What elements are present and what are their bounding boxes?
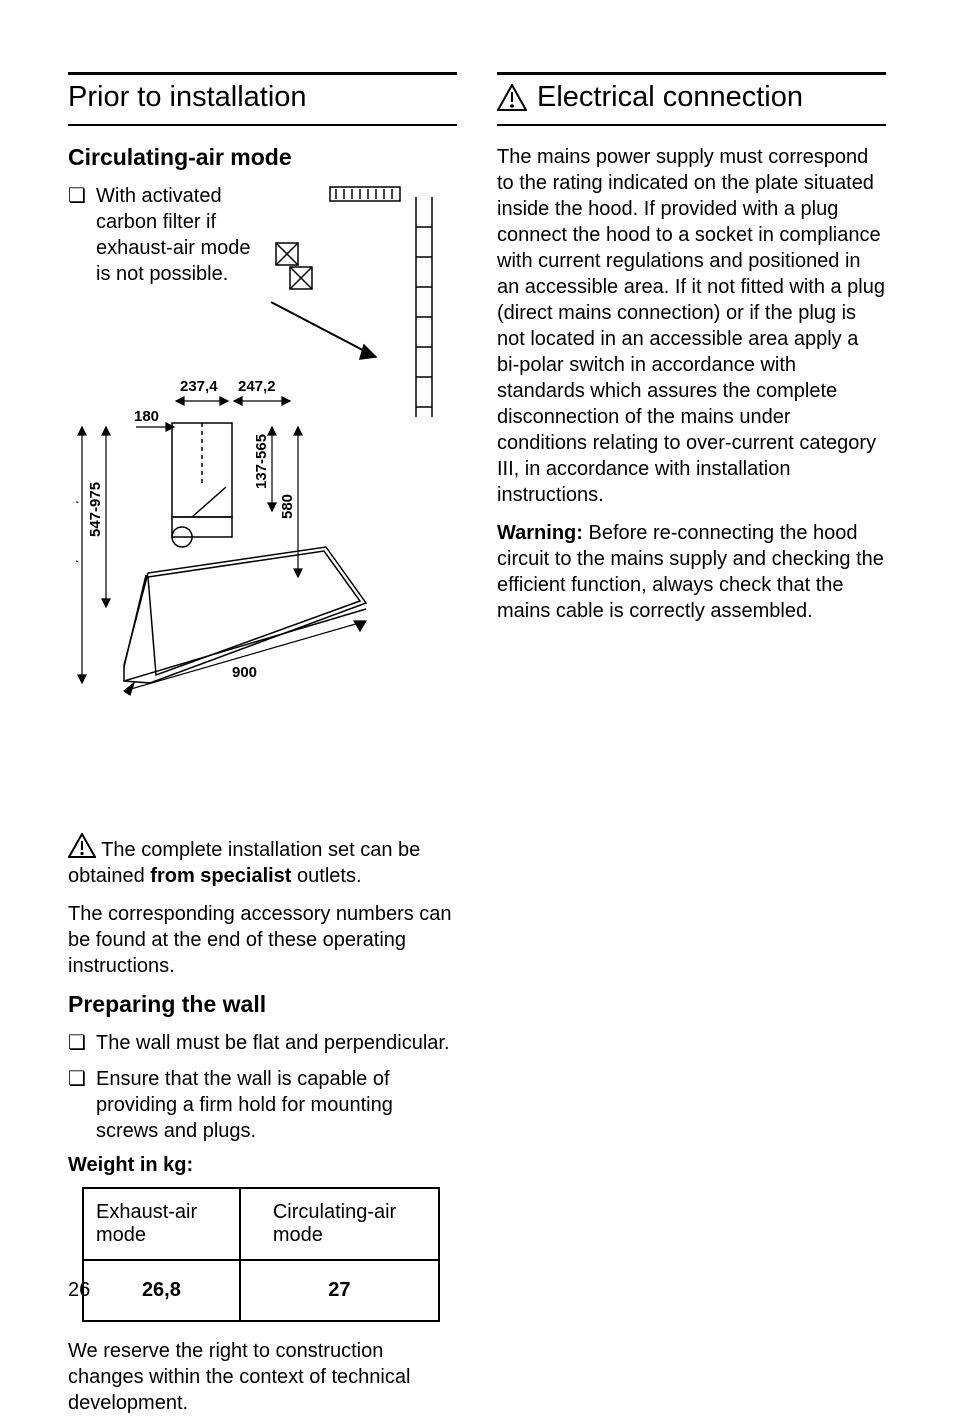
dim-900: 900 <box>232 664 257 681</box>
dim-580: 580 <box>279 494 296 519</box>
weight-label: Weight in kg: <box>68 1154 457 1177</box>
dim-237-4: 237,4 <box>180 378 218 395</box>
table-row: 26,8 27 <box>83 1260 439 1321</box>
accessory-numbers-para: The corresponding accessory numbers can … <box>68 901 457 979</box>
construction-disclaimer: We reserve the right to construction cha… <box>68 1338 457 1416</box>
bullet-mark: ❏ <box>68 1030 86 1056</box>
table-row: Exhaust-air mode Circulating-air mode <box>83 1188 439 1260</box>
weight-header-exhaust: Exhaust-air mode <box>83 1188 240 1260</box>
warning-bold: Warning: <box>497 522 583 544</box>
weight-value-exhaust: 26,8 <box>83 1260 240 1321</box>
electrical-warning: Warning: Before re-connecting the hood c… <box>497 520 886 624</box>
bullet-mark: ❏ <box>68 1066 86 1144</box>
install-set-text-bold: from specialist <box>150 865 291 887</box>
install-set-text-post: outlets. <box>291 865 361 887</box>
bullet-wall-firm-hold: Ensure that the wall is capable of provi… <box>96 1066 457 1144</box>
heading-prior-to-installation: Prior to installation <box>68 81 457 114</box>
electrical-para: The mains power supply must correspond t… <box>497 144 886 508</box>
dim-137-565: 137-565 <box>253 434 270 489</box>
bullet-wall-flat: The wall must be flat and perpendicular. <box>96 1030 457 1056</box>
dim-180: 180 <box>134 408 159 425</box>
page-number: 26 <box>68 1279 90 1302</box>
weight-header-circulating: Circulating-air mode <box>240 1188 439 1260</box>
weight-value-circulating: 27 <box>240 1260 439 1321</box>
warning-icon <box>68 833 96 859</box>
circulating-air-figure: ❏ With activated carbon filter if exhaus… <box>68 183 457 817</box>
dim-247-2: 247,2 <box>238 378 276 395</box>
warning-icon <box>497 84 527 112</box>
heading-electrical-connection: Electrical connection <box>537 81 803 114</box>
dim-547-975: 547-975 <box>87 482 104 537</box>
install-set-note: The complete installation set can be obt… <box>68 833 457 889</box>
subheading-circulating-air: Circulating-air mode <box>68 144 457 171</box>
dim-1058-1486: 1058,5 - 1486,5 <box>76 492 80 597</box>
subheading-preparing-wall: Preparing the wall <box>68 991 457 1018</box>
weight-table: Exhaust-air mode Circulating-air mode 26… <box>82 1187 440 1322</box>
